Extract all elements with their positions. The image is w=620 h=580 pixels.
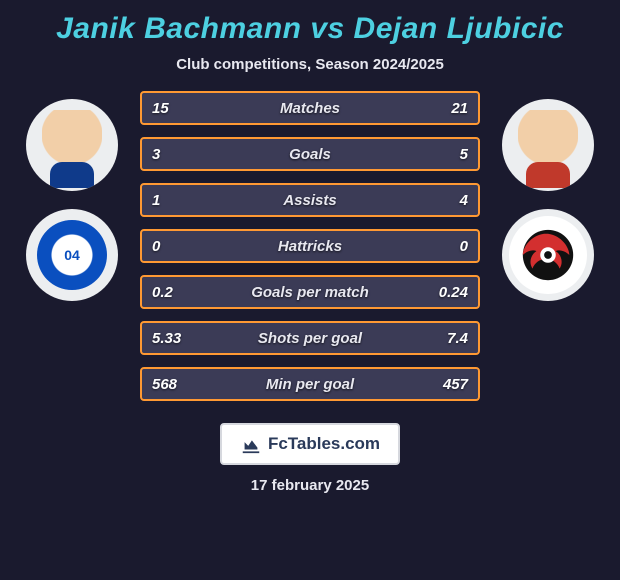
club-right-badge xyxy=(502,209,594,301)
stat-value-left: 0 xyxy=(152,238,192,255)
chart-icon xyxy=(240,433,262,455)
page-subtitle: Club competitions, Season 2024/2025 xyxy=(176,56,444,73)
stats-list: 15Matches21 3Goals5 1Assists4 0Hattricks0 0.… xyxy=(140,91,480,401)
stat-value-right: 0 xyxy=(428,238,468,255)
comparison-card: Janik Bachmann vs Dejan Ljubicic Club co… xyxy=(0,0,620,580)
hurricane-icon xyxy=(517,224,579,286)
player-left-avatar xyxy=(26,99,118,191)
avatar-placeholder-icon xyxy=(42,110,102,180)
stat-row: 15Matches21 xyxy=(140,91,480,125)
stat-value-left: 1 xyxy=(152,192,192,209)
stat-value-right: 4 xyxy=(428,192,468,209)
stat-value-left: 568 xyxy=(152,376,192,393)
right-player-column xyxy=(498,91,598,301)
stat-row: 5.33Shots per goal7.4 xyxy=(140,321,480,355)
avatar-placeholder-icon xyxy=(518,110,578,180)
left-player-column xyxy=(22,91,122,301)
stat-row: 0.2Goals per match0.24 xyxy=(140,275,480,309)
stat-value-left: 0.2 xyxy=(152,284,192,301)
body-row: 15Matches21 3Goals5 1Assists4 0Hattricks0 0.… xyxy=(10,91,610,401)
stat-value-right: 7.4 xyxy=(428,330,468,347)
stat-value-right: 457 xyxy=(428,376,468,393)
stat-value-left: 15 xyxy=(152,100,192,117)
stat-value-left: 3 xyxy=(152,146,192,163)
stat-row: 3Goals5 xyxy=(140,137,480,171)
stat-row: 568Min per goal457 xyxy=(140,367,480,401)
brand-label: FcTables.com xyxy=(268,434,380,454)
stat-value-right: 0.24 xyxy=(428,284,468,301)
brand-badge[interactable]: FcTables.com xyxy=(220,423,400,465)
club-left-badge xyxy=(26,209,118,301)
stat-value-left: 5.33 xyxy=(152,330,192,347)
page-title: Janik Bachmann vs Dejan Ljubicic xyxy=(56,12,564,46)
club-badge-icon xyxy=(37,220,107,290)
stat-value-right: 21 xyxy=(428,100,468,117)
stat-row: 1Assists4 xyxy=(140,183,480,217)
footer-date: 17 february 2025 xyxy=(251,477,369,494)
stat-value-right: 5 xyxy=(428,146,468,163)
club-badge-icon xyxy=(509,216,587,294)
stat-row: 0Hattricks0 xyxy=(140,229,480,263)
player-right-avatar xyxy=(502,99,594,191)
